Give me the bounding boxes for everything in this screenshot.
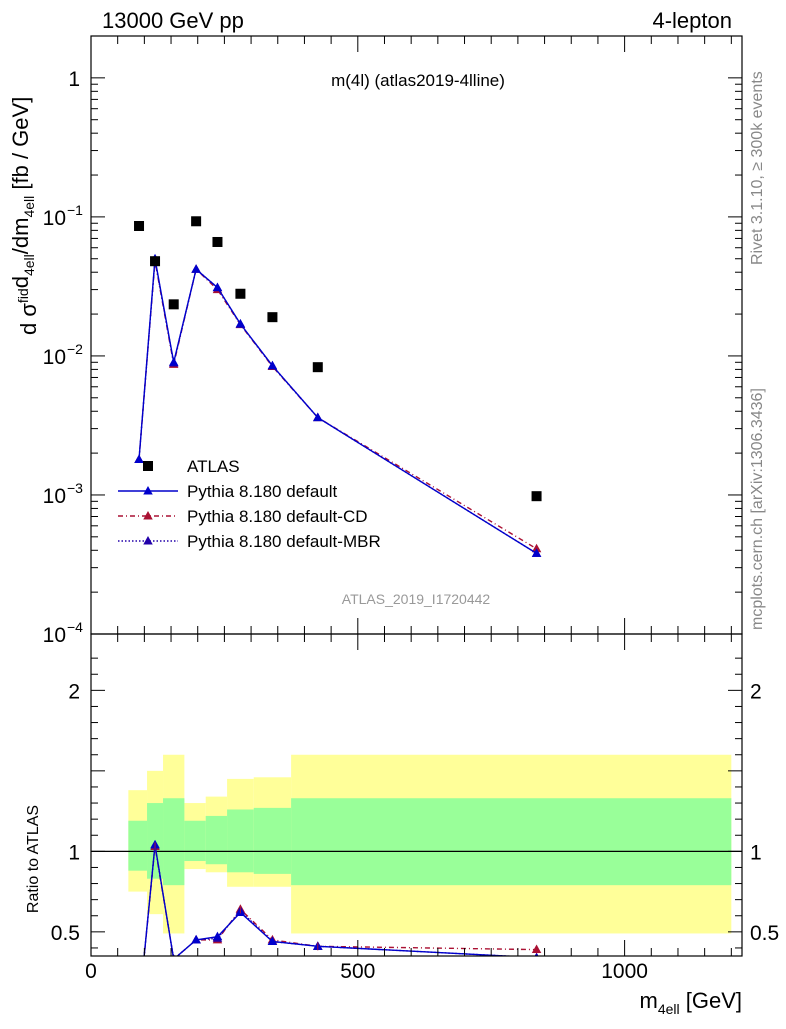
legend-label-cd: Pythia 8.180 default-CD	[187, 507, 368, 526]
main-marker-default-0	[134, 454, 144, 463]
ratio-band-inner-3	[184, 820, 206, 862]
main-ytick-label-2: 10	[43, 346, 66, 369]
ratio-band-inner-2	[163, 798, 185, 886]
ratio-xtick-label-0: 0	[85, 960, 97, 983]
data-point-0	[134, 220, 145, 231]
main-line-cd	[138, 261, 537, 550]
main-ytick-exp-3: −3	[67, 480, 83, 496]
ratio-band-inner-0	[128, 820, 148, 871]
data-point-2	[168, 299, 179, 310]
main-marker-default-8	[531, 548, 542, 557]
ratio-xtick-label-1: 500	[340, 960, 375, 983]
header-right: 4-lepton	[652, 8, 732, 33]
data-point-4	[212, 236, 223, 247]
ratio-band-inner-5	[227, 809, 254, 873]
ratio-marker-default-3	[191, 934, 201, 944]
legend-label-data: ATLAS	[187, 457, 240, 476]
data-point-1	[150, 256, 161, 267]
ratio-marker-default-0	[134, 1004, 144, 1013]
main-panel: 110−110−210−310−4	[43, 35, 743, 647]
ratio-band-inner-4	[205, 815, 228, 865]
ratio-band-inner-6	[253, 807, 292, 874]
data-point-7	[312, 362, 323, 373]
ratio-marker-default-4	[212, 931, 223, 941]
ratio-ytick-label-l-0: 0.5	[51, 922, 80, 945]
ratio-marker-default-8	[534, 952, 539, 956]
ratio-xtick-label-2: 1000	[601, 960, 648, 983]
legend-marker-mbr	[143, 536, 153, 545]
ratio-frame	[90, 633, 743, 957]
main-marker-default-3	[191, 264, 201, 273]
ratio-ytick-label-l-1: 1	[68, 841, 80, 864]
main-title: m(4l) (atlas2019-4lline)	[331, 71, 505, 90]
main-ytick-exp-2: −2	[67, 341, 83, 357]
legend-marker-default	[143, 486, 153, 495]
ratio-xlabel: m4ell [GeV]	[640, 988, 742, 1017]
main-marker-default-4	[212, 282, 223, 292]
mcplots-label: mcplots.cern.ch [arXiv:1306.3436]	[749, 388, 766, 630]
legend-marker-data	[143, 461, 153, 471]
legend: ATLAS Pythia 8.180 default Pythia 8.180 de…	[118, 457, 381, 551]
ratio-ytick-label-r-2: 2	[750, 680, 762, 703]
legend-label-default: Pythia 8.180 default	[187, 482, 338, 501]
data-point-6	[267, 312, 278, 323]
main-marker-default-2	[168, 357, 179, 366]
ratio-ytick-label-r-1: 1	[750, 841, 762, 864]
main-ytick-label-3: 10	[43, 485, 66, 508]
ratio-band-inner-7	[291, 798, 732, 886]
main-ytick-exp-1: −1	[67, 202, 83, 218]
data-point-3	[191, 216, 202, 227]
legend-marker-cd	[143, 511, 153, 520]
main-ylabel: d σfidd4ell/dm4ell [fb / GeV]	[8, 97, 41, 335]
ratio-marker-mbr-0	[134, 1004, 144, 1013]
ratio-ylabel: Ratio to ATLAS	[25, 805, 42, 913]
main-ytick-label-0: 1	[68, 68, 80, 91]
watermark: ATLAS_2019_I1720442	[342, 591, 491, 607]
ratio-ytick-label-r-0: 0.5	[750, 922, 779, 945]
rivet-label: Rivet 3.1.10, ≥ 300k events	[749, 71, 766, 265]
header-left: 13000 GeV pp	[102, 8, 244, 33]
main-curves	[134, 216, 542, 557]
main-ytick-exp-4: −4	[67, 619, 83, 635]
main-marker-default-5	[235, 318, 246, 328]
main-marker-default-7	[313, 412, 323, 422]
data-point-5	[235, 288, 246, 299]
data-point-8	[531, 491, 542, 502]
ratio-marker-cd-0	[134, 1004, 144, 1013]
main-ytick-label-1: 10	[43, 207, 66, 230]
ratio-curves	[134, 839, 542, 1013]
legend-label-mbr: Pythia 8.180 default-MBR	[187, 532, 381, 551]
main-ytick-label-4: 10	[43, 624, 66, 647]
ratio-panel: 0 500 1000 0.5 0.5 1 1 2 2	[51, 633, 779, 1013]
main-marker-default-6	[267, 360, 278, 370]
ratio-ytick-label-l-2: 2	[68, 680, 80, 703]
ratio-marker-default-6	[267, 936, 278, 946]
main-marker-cd-8	[531, 543, 542, 553]
